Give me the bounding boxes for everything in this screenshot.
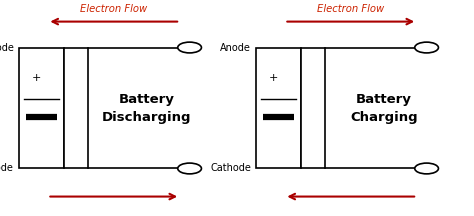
Bar xyxy=(19,48,64,168)
Text: Electron Flow: Electron Flow xyxy=(80,4,147,14)
Text: Electron Flow: Electron Flow xyxy=(317,4,384,14)
Bar xyxy=(256,48,301,168)
Bar xyxy=(301,48,325,168)
Text: Battery
Charging: Battery Charging xyxy=(350,92,418,124)
Circle shape xyxy=(415,163,438,174)
Bar xyxy=(64,48,88,168)
Text: Battery
Discharging: Battery Discharging xyxy=(102,92,191,124)
Text: +: + xyxy=(268,73,278,83)
Text: Anode: Anode xyxy=(220,43,251,52)
Text: Cathode: Cathode xyxy=(0,43,14,52)
Circle shape xyxy=(178,163,201,174)
Circle shape xyxy=(178,42,201,53)
Circle shape xyxy=(415,42,438,53)
Text: Anode: Anode xyxy=(0,164,14,173)
Text: +: + xyxy=(31,73,41,83)
Text: Cathode: Cathode xyxy=(210,164,251,173)
